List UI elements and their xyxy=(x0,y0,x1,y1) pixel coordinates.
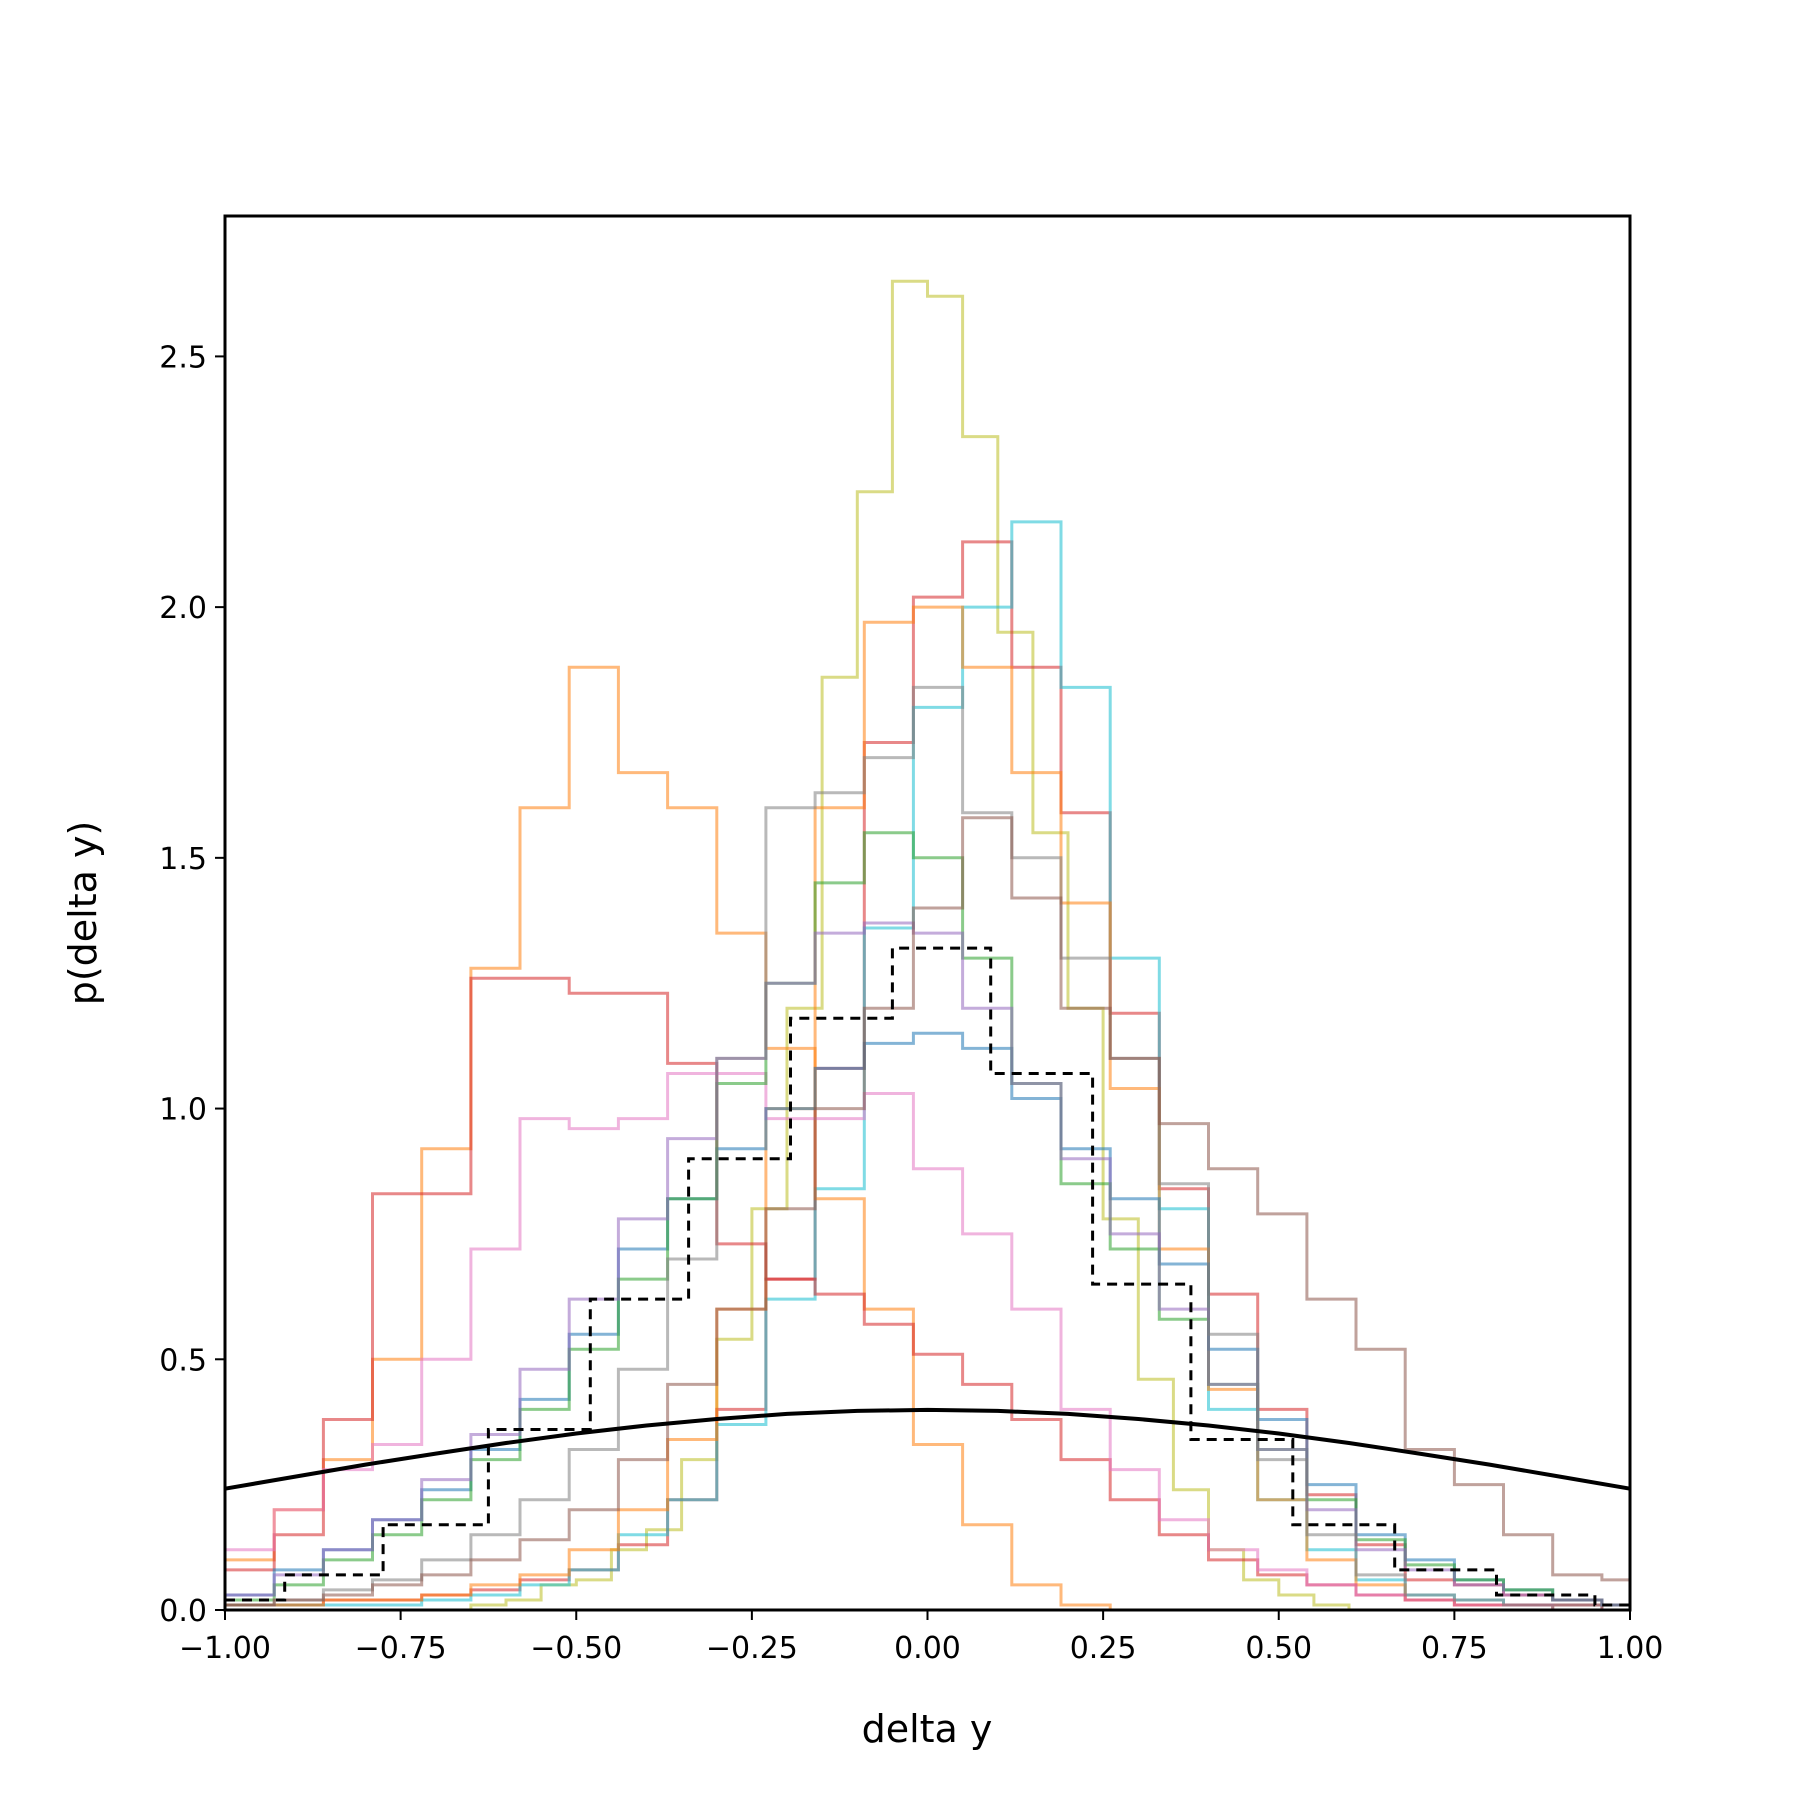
histogram-series-3 xyxy=(225,605,1630,1612)
x-tick-label: 0.50 xyxy=(1245,1631,1312,1666)
x-tick-label: 0.75 xyxy=(1421,1631,1488,1666)
x-tick-label: −0.25 xyxy=(706,1631,798,1666)
x-tick-label: 0.25 xyxy=(1070,1631,1137,1666)
x-axis-ticks: −1.00 −0.75 −0.50 −0.25 0.00 0.25 0.50 0.75 1.00 xyxy=(179,1610,1663,1666)
x-tick-label: −0.50 xyxy=(530,1631,622,1666)
histogram-series-10 xyxy=(225,685,1630,1612)
y-axis-label: p(delta y) xyxy=(61,821,105,1006)
y-axis-ticks: 0.0 0.5 1.0 1.5 2.0 2.5 xyxy=(159,340,225,1629)
histogram-series-6 xyxy=(225,1072,1630,1612)
x-tick-label: 1.00 xyxy=(1597,1631,1664,1666)
x-tick-label: −1.00 xyxy=(179,1631,271,1666)
x-tick-label: 0.00 xyxy=(894,1631,961,1666)
x-tick-label: −0.75 xyxy=(355,1631,447,1666)
x-axis-label: delta y xyxy=(862,1707,993,1751)
y-tick-label: 2.0 xyxy=(159,591,207,626)
y-tick-label: 0.5 xyxy=(159,1343,207,1378)
histogram-series-11 xyxy=(225,816,1632,1607)
histogram-series-9 xyxy=(225,921,1630,1607)
series-layer xyxy=(224,279,1632,1612)
y-tick-label: 0.0 xyxy=(159,1594,207,1629)
y-tick-label: 1.0 xyxy=(159,1093,207,1128)
histogram-series-0 xyxy=(225,279,1630,1612)
y-tick-label: 2.5 xyxy=(159,340,207,375)
reference-curve xyxy=(224,1407,1631,1491)
y-tick-label: 1.5 xyxy=(159,842,207,877)
